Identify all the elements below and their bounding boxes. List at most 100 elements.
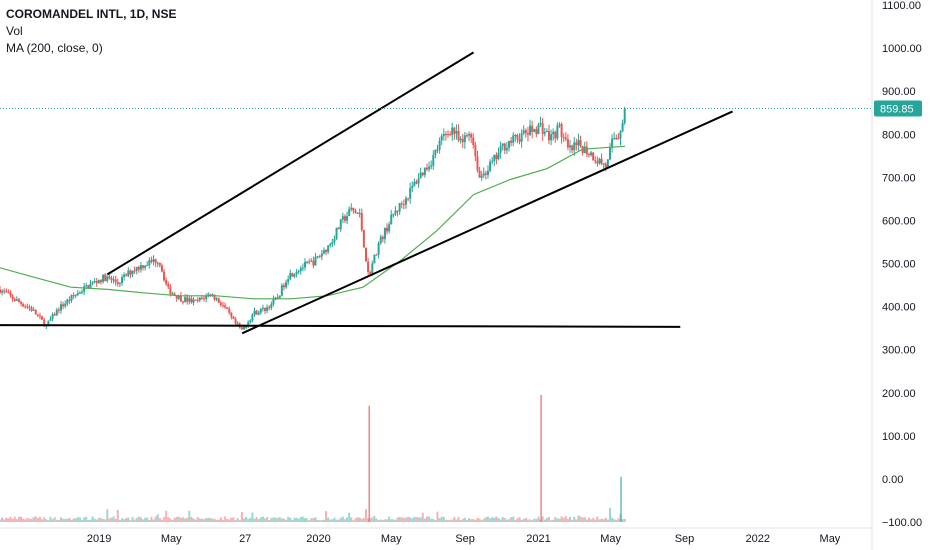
candle-body bbox=[432, 154, 435, 166]
candle-body bbox=[64, 303, 67, 307]
candle-body bbox=[104, 274, 107, 282]
time-tick-label: May bbox=[161, 533, 182, 545]
volume-bar bbox=[154, 516, 157, 522]
candle-body bbox=[335, 227, 338, 239]
candle-body bbox=[577, 140, 580, 146]
candle-body bbox=[562, 136, 565, 138]
volume-bar bbox=[379, 519, 382, 522]
volume-bar bbox=[11, 518, 14, 522]
candle-body bbox=[476, 156, 479, 171]
volume-bar bbox=[489, 518, 492, 522]
candle-body bbox=[93, 281, 96, 283]
candle-body bbox=[531, 125, 534, 132]
volume-bar bbox=[15, 519, 18, 522]
volume-bar bbox=[91, 516, 94, 522]
candle-body bbox=[32, 309, 35, 311]
candle-body bbox=[352, 207, 355, 211]
candle-body bbox=[617, 138, 620, 140]
volume-bar bbox=[514, 519, 517, 522]
candle-body bbox=[118, 283, 121, 285]
candle-body bbox=[478, 170, 481, 178]
volume-bar bbox=[316, 519, 319, 522]
volume-bar bbox=[608, 507, 611, 522]
candle-body bbox=[148, 260, 151, 266]
candle-body bbox=[442, 133, 445, 136]
candle-body bbox=[602, 163, 605, 165]
candle-body bbox=[316, 256, 319, 258]
volume-bar bbox=[453, 517, 456, 522]
volume-bar bbox=[371, 517, 374, 522]
candle-body bbox=[375, 254, 378, 256]
time-tick-label: May bbox=[820, 533, 841, 545]
volume-bar bbox=[508, 519, 511, 522]
volume-bar bbox=[211, 518, 214, 522]
volume-bar bbox=[276, 518, 279, 522]
candle-body bbox=[257, 312, 260, 315]
volume-bar bbox=[474, 519, 477, 522]
volume-bar bbox=[280, 518, 283, 522]
volume-bar bbox=[476, 517, 479, 522]
volume-bar bbox=[30, 518, 33, 522]
volume-bar bbox=[541, 516, 544, 522]
price-axis[interactable]: 1100.00 1000.00 900.00 800.00 700.00 600.00 50… bbox=[882, 0, 922, 529]
candle-body bbox=[255, 310, 258, 315]
candle-body bbox=[560, 124, 563, 137]
volume-bar bbox=[129, 520, 132, 522]
support-trendline[interactable] bbox=[0, 324, 681, 328]
candle-body bbox=[526, 133, 529, 135]
volume-bar bbox=[375, 518, 378, 522]
channel-lower-trendline[interactable] bbox=[241, 110, 733, 335]
volume-bar bbox=[552, 519, 555, 522]
ma-legend[interactable]: MA (200, close, 0) bbox=[6, 41, 103, 55]
candle-body bbox=[95, 281, 98, 284]
candle-body bbox=[36, 314, 39, 316]
volume-bar bbox=[108, 518, 111, 522]
volume-bar bbox=[314, 517, 317, 522]
candle-body bbox=[72, 295, 75, 297]
volume-bar bbox=[112, 516, 115, 522]
candle-body bbox=[573, 142, 576, 151]
volume-bar bbox=[38, 516, 41, 522]
volume-bar bbox=[524, 517, 527, 522]
candle-body bbox=[0, 289, 1, 293]
candle-body bbox=[139, 265, 142, 270]
time-axis[interactable]: 2019 May 27 2020 May Sep 2021 May Sep 2022 May bbox=[87, 533, 841, 545]
volume-bar bbox=[274, 517, 277, 522]
candle-body bbox=[188, 298, 191, 302]
candle-body bbox=[7, 292, 10, 294]
candle-body bbox=[407, 198, 410, 200]
candle-body bbox=[28, 306, 31, 308]
volume-spike bbox=[368, 405, 370, 522]
candle-body bbox=[179, 295, 182, 302]
volume-bar bbox=[133, 519, 136, 522]
volume-bar bbox=[566, 519, 569, 522]
volume-bar bbox=[245, 517, 248, 522]
candle-body bbox=[594, 160, 597, 162]
candle-body bbox=[495, 154, 498, 160]
volume-bar bbox=[97, 517, 100, 522]
symbol-title[interactable]: COROMANDEL INTL, 1D, NSE bbox=[6, 7, 177, 21]
volume-bar bbox=[264, 518, 267, 522]
volume-bar bbox=[207, 518, 210, 522]
volume-bar bbox=[598, 519, 601, 522]
volume-bar bbox=[478, 518, 481, 522]
volume-bar bbox=[114, 518, 117, 522]
volume-bar bbox=[163, 517, 166, 522]
volume-bar bbox=[51, 519, 54, 522]
candle-body bbox=[390, 214, 393, 225]
volume-bar bbox=[550, 520, 553, 522]
candle-body bbox=[308, 261, 311, 263]
volume-legend[interactable]: Vol bbox=[6, 24, 23, 38]
candle-body bbox=[112, 279, 115, 281]
volume-bar bbox=[74, 518, 77, 522]
volume-bar bbox=[278, 517, 281, 522]
volume-bar bbox=[303, 518, 306, 522]
candle-body bbox=[221, 304, 224, 306]
candle-body bbox=[346, 215, 349, 221]
volume-bar bbox=[87, 519, 90, 522]
channel-upper-trendline[interactable] bbox=[107, 51, 475, 276]
volume-bar bbox=[47, 520, 50, 522]
volume-bar bbox=[234, 520, 237, 522]
candle-body bbox=[537, 124, 540, 135]
